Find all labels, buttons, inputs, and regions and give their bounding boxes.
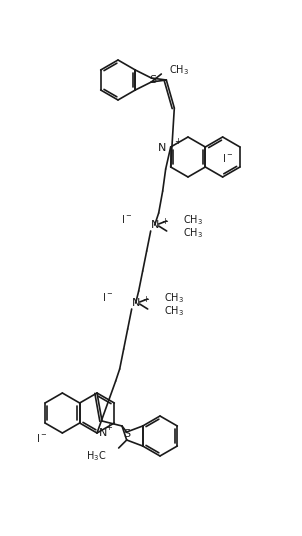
Text: H$_3$C: H$_3$C (86, 449, 107, 463)
Text: S: S (123, 429, 130, 439)
Text: N: N (131, 298, 140, 308)
Text: I$^-$: I$^-$ (102, 291, 113, 303)
Text: S: S (149, 75, 156, 85)
Text: +: + (142, 294, 149, 303)
Text: CH$_3$: CH$_3$ (169, 63, 189, 77)
Text: N: N (158, 143, 167, 153)
Text: CH$_3$: CH$_3$ (164, 291, 184, 305)
Text: I$^-$: I$^-$ (222, 152, 233, 164)
Text: CH$_3$: CH$_3$ (164, 304, 184, 318)
Text: CH$_3$: CH$_3$ (183, 213, 203, 227)
Text: +: + (161, 217, 168, 226)
Text: I$^-$: I$^-$ (121, 213, 132, 225)
Text: I$^-$: I$^-$ (36, 432, 47, 444)
Text: CH$_3$: CH$_3$ (183, 226, 203, 240)
Text: N: N (150, 220, 159, 230)
Text: +: + (105, 423, 112, 433)
Text: N: N (99, 428, 108, 438)
Text: +: + (174, 138, 181, 146)
